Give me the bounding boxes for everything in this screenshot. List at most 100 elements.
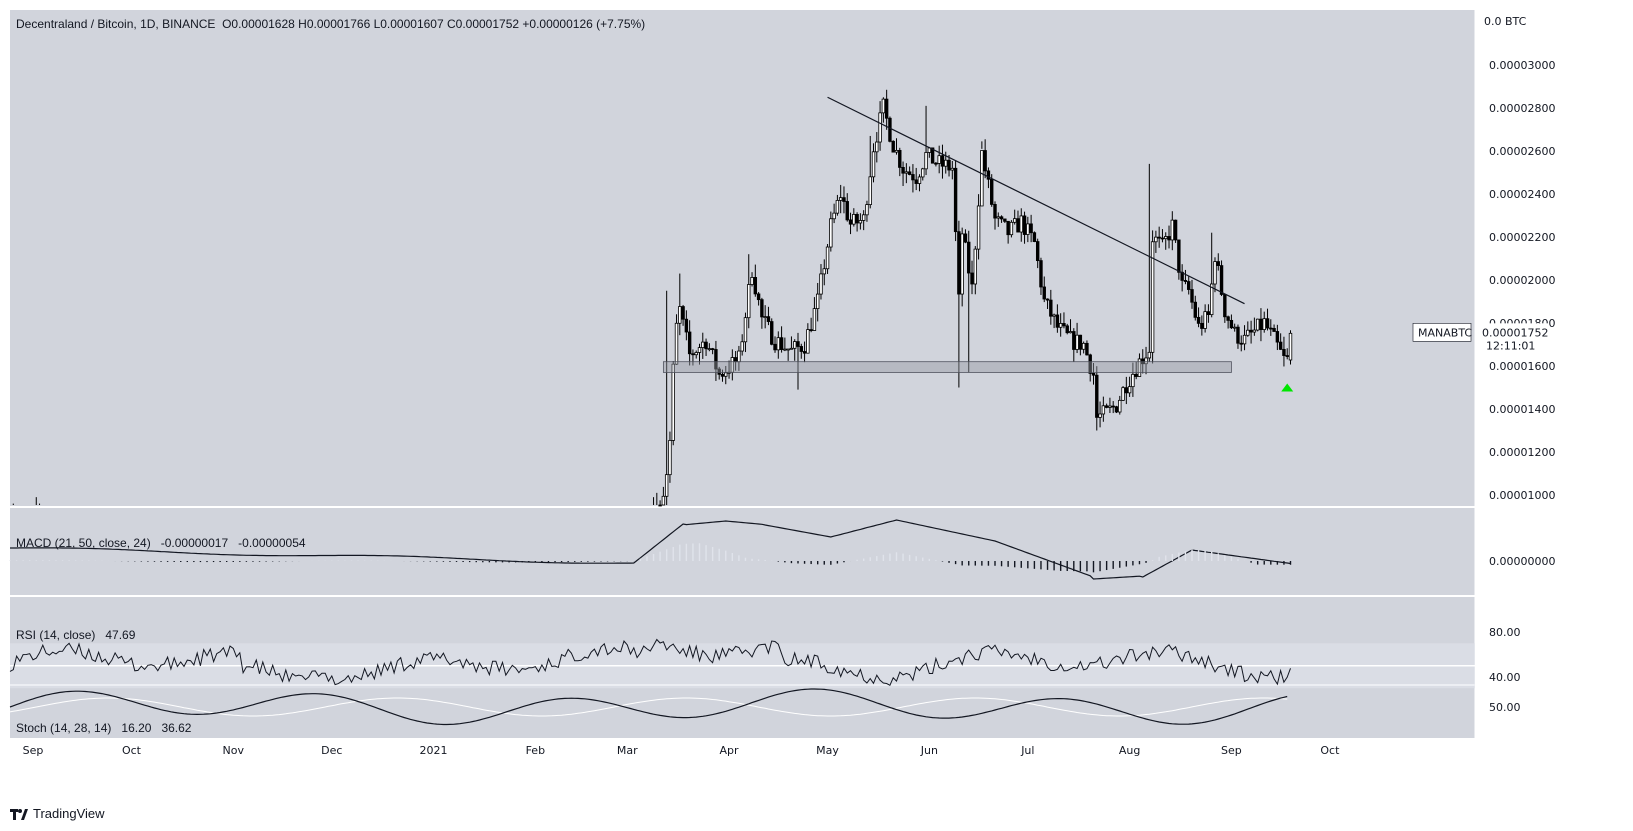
candle-body xyxy=(990,178,994,205)
candle-body xyxy=(1052,314,1056,317)
time-tick-label: Oct xyxy=(122,744,142,757)
time-tick-label: Aug xyxy=(1119,744,1140,757)
stoch-k-value: 16.20 xyxy=(121,721,152,735)
candle-body xyxy=(1098,413,1102,418)
candle-body xyxy=(1219,265,1224,295)
candle-body xyxy=(1081,342,1086,350)
candle-body xyxy=(1229,319,1234,329)
candle-body xyxy=(852,213,856,225)
candle-body xyxy=(819,273,823,295)
price-tick-label: 0.00003000 xyxy=(1489,59,1555,72)
candle-body xyxy=(1085,342,1089,356)
candle-body xyxy=(838,197,843,201)
candle-body xyxy=(1121,387,1125,401)
candle-body xyxy=(799,346,803,352)
candle-body xyxy=(1154,236,1158,243)
candle-body xyxy=(868,176,872,206)
candle-body xyxy=(1101,405,1106,415)
candle-body xyxy=(1190,289,1194,303)
candle-body xyxy=(704,341,708,350)
candle-body xyxy=(1285,355,1289,357)
candle-body xyxy=(1232,326,1237,329)
candle-body xyxy=(1055,314,1060,328)
candle-body xyxy=(973,248,977,285)
tradingview-logo-icon xyxy=(10,808,28,820)
time-tick-label: Dec xyxy=(321,744,342,757)
candle-body xyxy=(701,341,705,349)
last-price-box xyxy=(1477,323,1549,354)
candle-body xyxy=(681,306,685,320)
time-tick-label: Jul xyxy=(1020,744,1034,757)
time-tick-label: Jun xyxy=(920,744,938,757)
candle-body xyxy=(1137,358,1142,377)
candle-body xyxy=(832,212,836,220)
candle-body xyxy=(1032,232,1037,242)
candle-body xyxy=(678,306,682,324)
currency-label: 0.0 BTC xyxy=(1484,15,1527,28)
candle-body xyxy=(861,214,866,221)
candle-body xyxy=(737,350,741,363)
candle-body xyxy=(963,233,968,243)
macd-line xyxy=(10,519,1291,580)
candle-body xyxy=(898,150,902,168)
candle-body xyxy=(661,495,666,506)
candle-body xyxy=(753,277,758,295)
plot-area xyxy=(10,10,1475,738)
candle-body xyxy=(1223,294,1227,318)
candle-body xyxy=(796,341,800,347)
candle-body xyxy=(710,348,715,351)
candle-body xyxy=(950,167,955,171)
candle-body xyxy=(1013,218,1017,223)
candle-body xyxy=(911,174,915,181)
rsi-line xyxy=(9,638,1291,686)
candle-body xyxy=(1210,283,1214,316)
candle-body xyxy=(687,331,692,355)
tradingview-brand[interactable]: TradingView xyxy=(10,806,105,821)
candle-body xyxy=(924,152,928,170)
candle-body xyxy=(720,373,725,377)
candle-body xyxy=(934,162,938,165)
candle-body xyxy=(953,167,958,233)
candle-body xyxy=(1006,220,1010,236)
macd-signal-value: -0.00000054 xyxy=(238,536,306,550)
candle-body xyxy=(914,179,918,184)
ohlc-c: C0.00001752 xyxy=(446,17,523,31)
time-tick-label: Sep xyxy=(1221,744,1242,757)
candle-body xyxy=(1193,301,1197,318)
candle-body xyxy=(1095,374,1099,418)
candle-body xyxy=(822,268,826,275)
candle-body xyxy=(921,168,925,178)
stoch-axis-label: 50.00 xyxy=(1489,701,1521,714)
time-tick-label: Oct xyxy=(1320,744,1340,757)
rsi-label: RSI (14, close) xyxy=(16,628,96,642)
candle-body xyxy=(1170,219,1174,241)
macd-legend: MACD (21, 50, close, 24) -0.00000017 -0.… xyxy=(16,536,306,550)
candle-body xyxy=(674,322,679,365)
candle-body xyxy=(871,151,876,178)
candle-body xyxy=(714,349,718,370)
candle-body xyxy=(1164,236,1168,240)
candle-body xyxy=(1236,326,1240,344)
candle-body xyxy=(1265,318,1270,329)
candle-body xyxy=(865,204,869,216)
candle-body xyxy=(1252,329,1257,333)
candle-body xyxy=(835,199,840,214)
candle-body xyxy=(1016,218,1020,233)
candle-body xyxy=(1065,325,1069,334)
candle-body xyxy=(848,219,853,225)
candle-body xyxy=(1187,281,1191,290)
candle-body xyxy=(816,293,820,310)
candle-body xyxy=(940,155,945,167)
price-change: +0.00000126 (+7.75%) xyxy=(522,17,646,31)
candle-body xyxy=(842,197,846,202)
candle-body xyxy=(697,347,702,353)
stoch-label: Stoch (14, 28, 14) xyxy=(16,721,112,735)
candle-body xyxy=(1246,329,1250,336)
candle-body xyxy=(1255,318,1260,331)
candle-body xyxy=(779,337,784,350)
candle-body xyxy=(983,150,987,172)
candle-body xyxy=(1144,357,1148,365)
candle-body xyxy=(707,348,712,351)
candle-body xyxy=(1003,218,1007,222)
